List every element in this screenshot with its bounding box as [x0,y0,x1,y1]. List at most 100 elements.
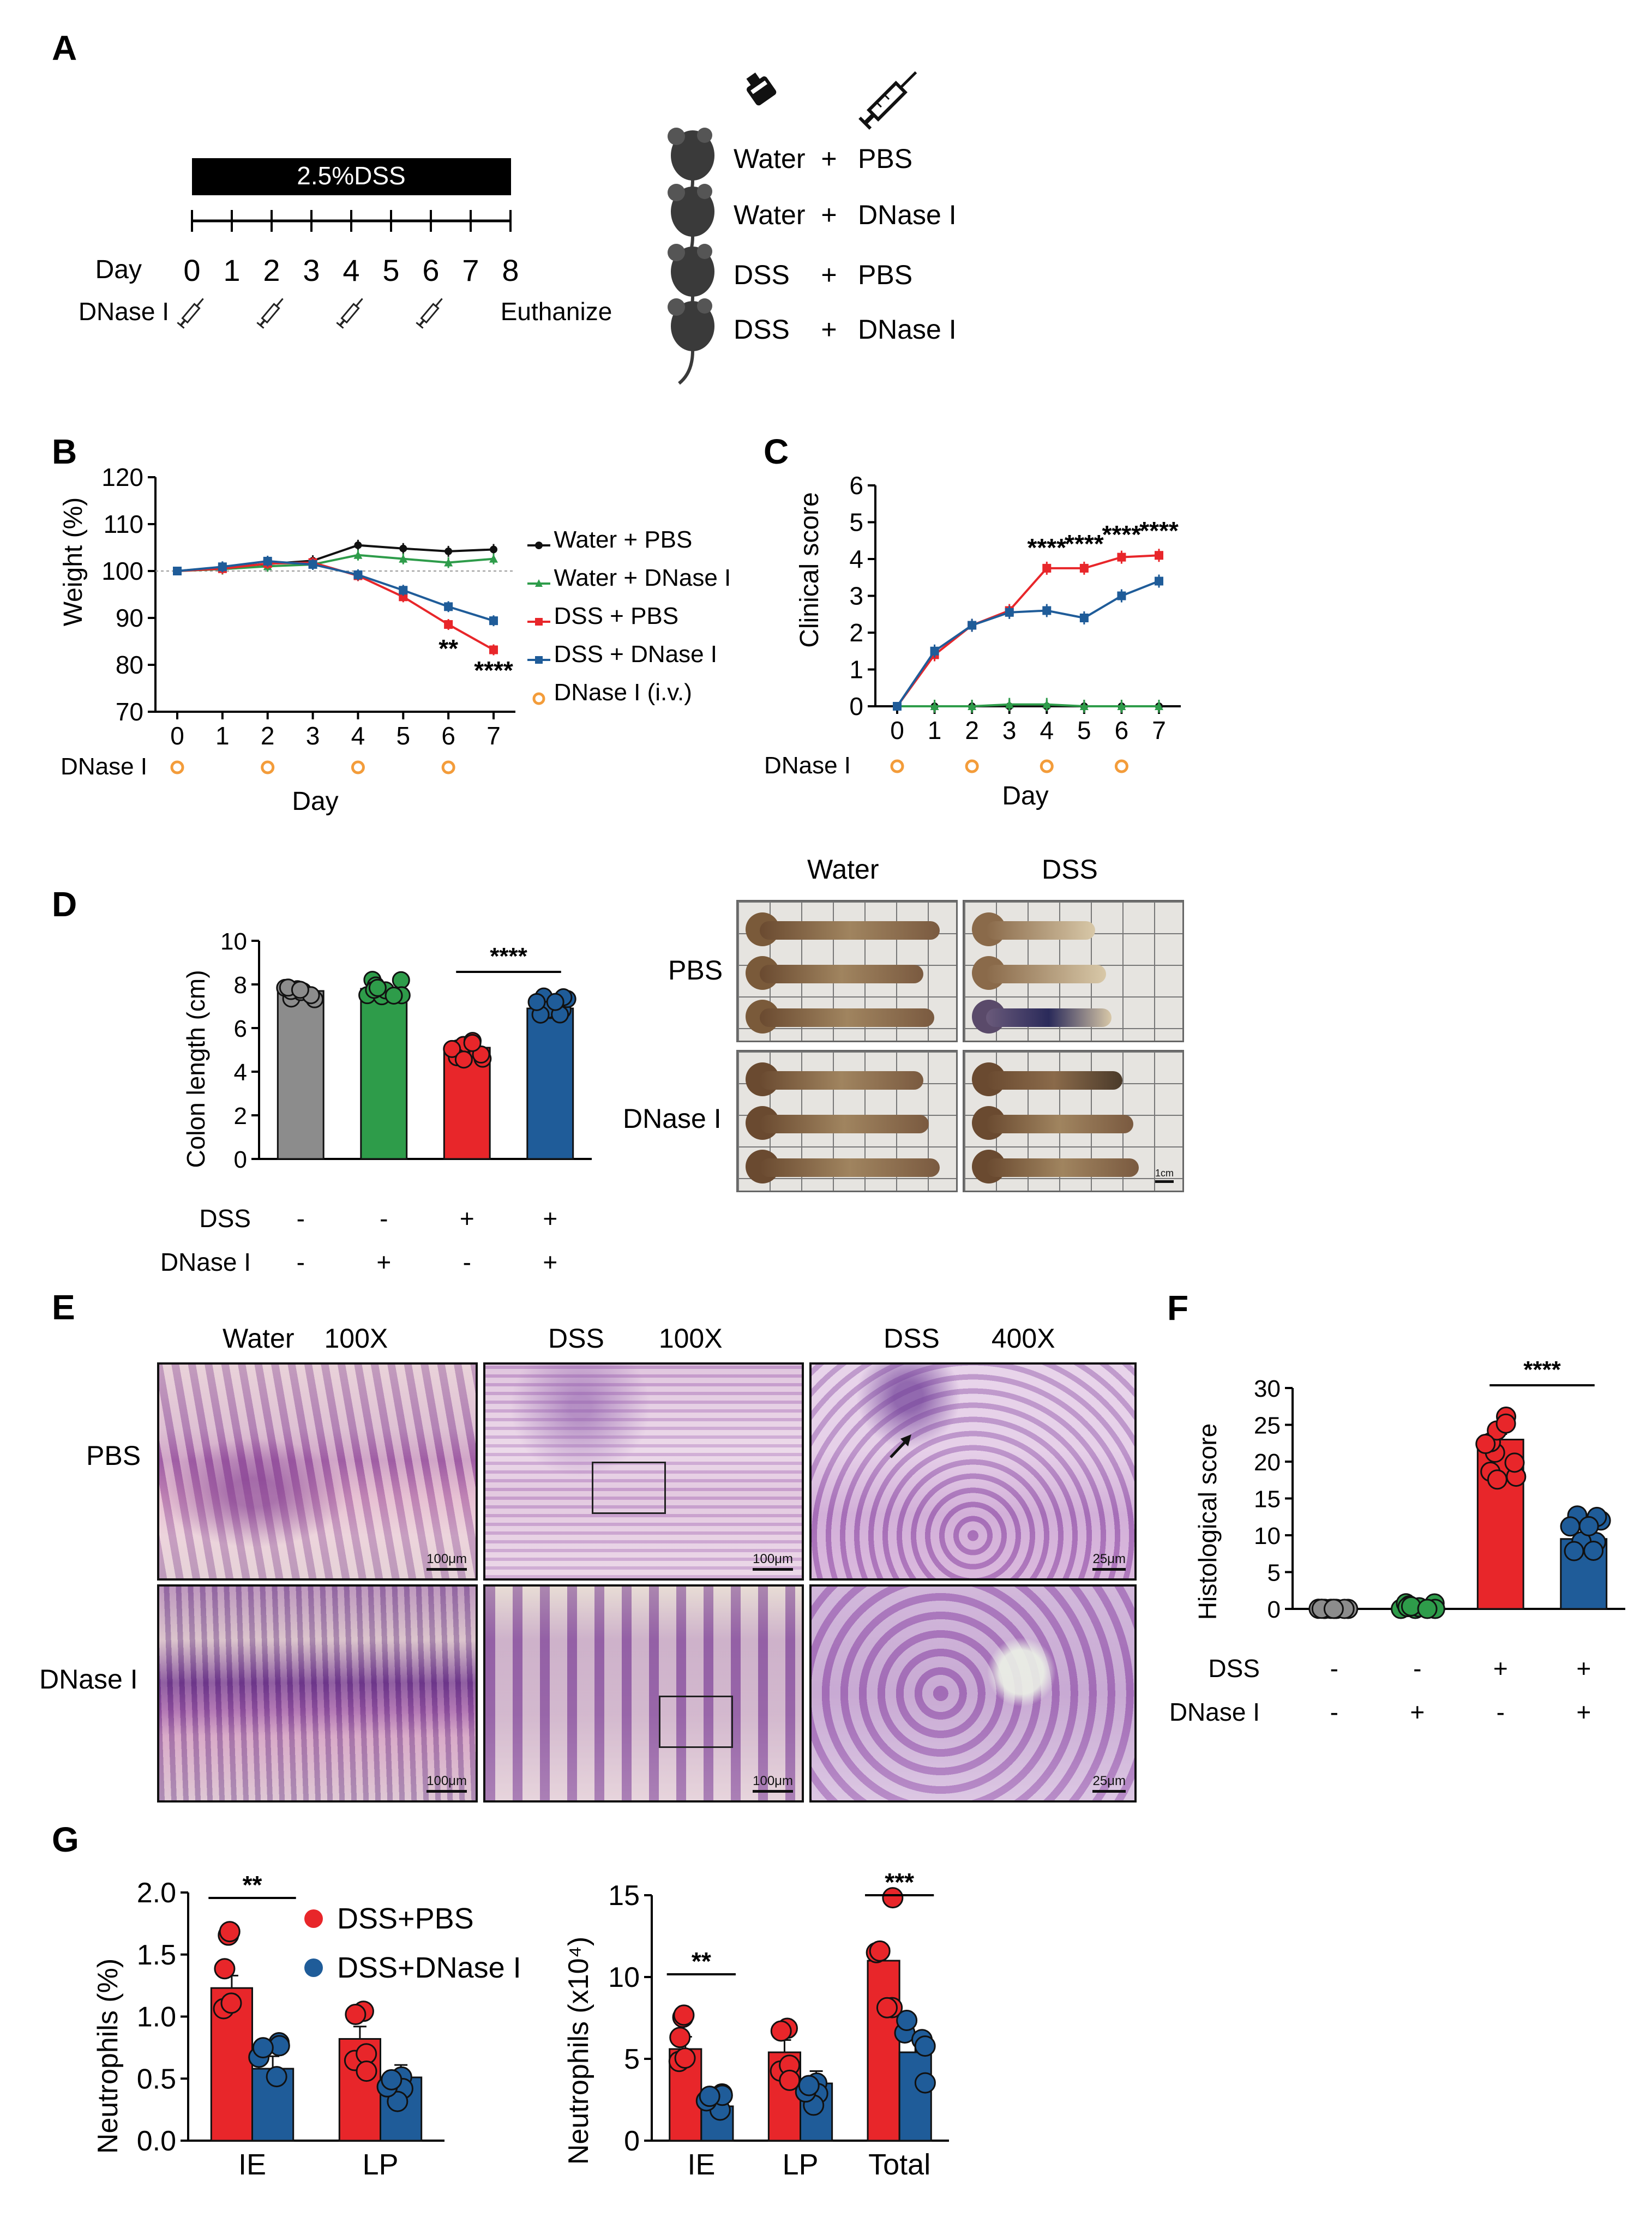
histology-pbs-dss-400x: 25μm [809,1362,1137,1581]
zoom-box [659,1696,733,1748]
data-point [1155,576,1163,586]
group-treatment-label: PBS [858,260,912,290]
row-label-pbs: PBS [668,955,723,986]
dnase-row-label: DNase I [79,297,169,326]
arrow-icon [890,1434,911,1458]
syringe-icon [858,71,917,130]
day-tick-label: 8 [502,253,519,287]
panel-label-e: E [52,1288,75,1327]
group-drink-label: DSS [734,260,790,290]
data-point [1005,608,1014,617]
x-tick-label: 7 [486,722,501,750]
data-point [1117,591,1126,600]
y-tick-label: 2.0 [137,1877,176,1909]
x-tick-label: Total [868,2148,930,2181]
group-treatment-label: PBS [858,143,912,174]
y-axis-label: Weight (%) [59,497,88,627]
row-label-pbs: PBS [86,1440,141,1471]
day-tick-label: 6 [422,253,439,287]
data-point [869,1940,891,1962]
x-tick-label: 7 [1152,716,1166,744]
data-point [798,2075,820,2096]
dnase-sign: + [543,1248,557,1276]
colon-photo-water-pbs [736,900,958,1042]
col-header-3: DSS 400X [884,1323,1055,1354]
panel-label-d: D [52,885,77,924]
data-point [674,2047,696,2069]
data-point [356,2060,377,2082]
y-axis-label: Neutrophils (x10⁴) [563,1937,594,2165]
data-point [444,620,453,629]
data-point [1155,702,1163,710]
y-tick-label: 10 [1254,1523,1281,1549]
y-tick-label: 8 [234,972,247,999]
data-point [399,554,408,563]
group-plus-sign: + [821,260,837,290]
y-tick-label: 0.0 [137,2125,176,2157]
dss-sign: + [460,1204,474,1233]
significance-label: ** [243,1871,262,1899]
data-point [699,2086,720,2107]
syringe-icon [256,298,284,329]
y-tick-label: 15 [1254,1486,1281,1513]
data-point [1560,1516,1581,1537]
row-label-dnase: DNase I [160,1248,251,1276]
row-label-dnase: DNase I [39,1664,138,1695]
y-tick-label: 120 [101,463,143,491]
y-tick-label: 70 [116,698,143,726]
y-tick-label: 0.5 [137,2063,176,2095]
dnase-row-label: DNase I [764,752,851,779]
col-header-2: DSS 100X [548,1323,723,1354]
legend-label: DNase I (i.v.) [554,679,692,706]
row-label-dnase: DNase I [623,1103,722,1134]
x-tick-label: 2 [261,722,275,750]
y-tick-label: 80 [116,651,143,679]
data-point [385,986,403,1005]
x-tick-label: 4 [1040,716,1054,744]
y-tick-label: 1.0 [137,2002,176,2033]
syringe-icon [416,298,443,329]
data-point [353,550,363,559]
y-tick-label: 110 [104,510,143,538]
col-label-water: Water [807,854,879,885]
y-tick-label: 0 [624,2125,640,2157]
dss-banner [192,158,511,195]
panel-label-f: F [1167,1288,1188,1327]
legend-marker [304,1909,323,1928]
y-tick-label: 0 [849,692,863,720]
dnase-sign: - [1497,1698,1505,1726]
panel-label-a: A [52,28,77,68]
data-point [392,971,410,989]
data-point [930,646,939,656]
x-tick-label: IE [238,2148,266,2181]
significance-label: *** [885,1868,914,1896]
panel-d-colon-length-chart: D Colon length (cm) DSS DNase I 0 2 4 6 8 10 -… [52,885,592,1276]
x-axis-label: Day [1002,782,1048,810]
y-tick-label: 25 [1254,1413,1281,1439]
colon-photo-dss-dnase: 1cm [963,1050,1184,1192]
dss-sign: - [380,1204,388,1233]
day-tick-label: 4 [343,253,359,287]
series-line [177,560,494,622]
day-tick-label: 2 [263,253,280,287]
data-point [1475,1434,1496,1455]
data-point [930,702,939,710]
scale-bar: 25μm [1092,1552,1126,1571]
data-point [527,993,546,1011]
day-tick-label: 5 [382,253,399,287]
dnase-sign: - [1330,1698,1338,1726]
panel-f-histological-score-chart: F Histological score DSS DNase I 0 5 10 15 2… [1167,1288,1625,1726]
data-point [489,645,498,654]
data-point [443,1040,461,1058]
y-tick-label: 1.5 [137,1939,176,1971]
group-drink-label: DSS [734,314,790,345]
data-point [399,586,408,595]
bar [526,1007,574,1160]
data-point [444,558,453,567]
data-point [1504,1452,1525,1473]
x-tick-label: IE [687,2148,715,2181]
data-point [220,1992,242,2014]
y-tick-label: 10 [608,1962,640,1993]
row-label-dss: DSS [199,1204,251,1233]
dnase-injection-marker [170,760,184,774]
